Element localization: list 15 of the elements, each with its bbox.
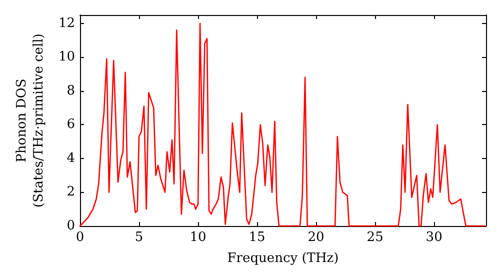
y-tick-label: 2 — [66, 184, 75, 200]
x-tick-label: 10 — [190, 230, 206, 245]
y-tick-label: 4 — [66, 150, 75, 166]
y-tick-label: 8 — [66, 83, 75, 98]
x-axis-title: Frequency (THz) — [227, 251, 339, 266]
y-tick-label: 12 — [58, 16, 75, 31]
x-tick-label: 30 — [426, 230, 442, 245]
y-tick-label: 10 — [58, 50, 75, 65]
y-tick-label: 0 — [66, 218, 75, 234]
x-tick-label: 5 — [134, 230, 144, 245]
y-axis-title: Phonon DOS (States/THz·primitive cell) — [14, 33, 47, 208]
x-tick-label: 20 — [308, 230, 324, 245]
x-tick-label: 25 — [366, 230, 384, 245]
y-tick-label: 6 — [66, 117, 75, 132]
x-tick-label: 15 — [248, 230, 266, 245]
